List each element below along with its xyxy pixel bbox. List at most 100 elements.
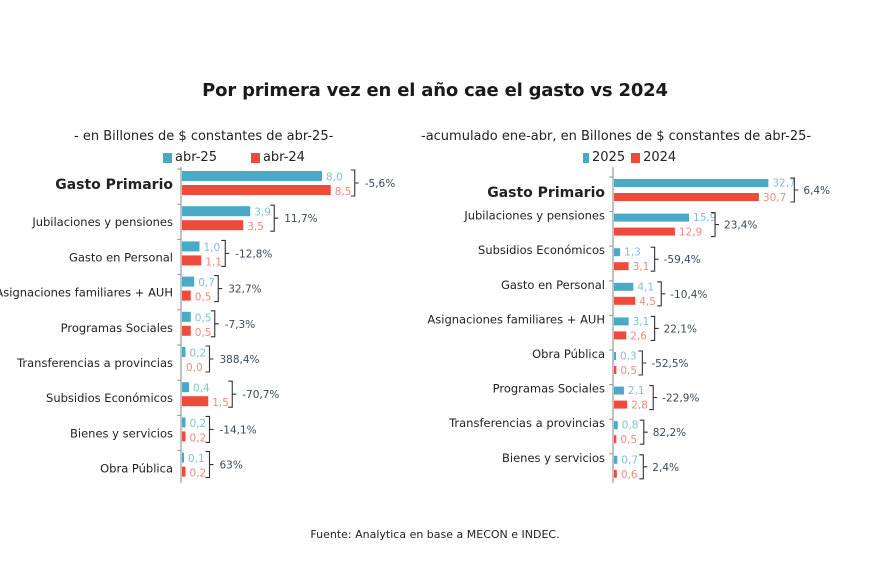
category-label: Bienes y servicios xyxy=(70,426,173,440)
bar-2025 xyxy=(614,317,629,326)
data-label: 1,5 xyxy=(212,397,229,409)
category-label: Jubilaciones y pensiones xyxy=(463,209,605,223)
data-label: 0,2 xyxy=(190,432,207,444)
category-label: Obra Pública xyxy=(100,462,173,476)
bar-abr-24 xyxy=(182,185,331,195)
legend-label: 2024 xyxy=(643,150,677,165)
data-label: 32,7 xyxy=(772,178,795,190)
legend-item-abr-24: abr-24 xyxy=(250,150,305,165)
chart-title: Por primera vez en el año cae el gasto v… xyxy=(202,80,668,101)
legend-item-2025: 2025 xyxy=(583,150,625,165)
category-label: Transferencias a provincias xyxy=(448,416,605,430)
data-label: 0,7 xyxy=(198,277,215,289)
variation-bracket xyxy=(639,454,648,480)
variation-bracket xyxy=(221,239,230,267)
bar-2025 xyxy=(614,282,634,291)
legend-swatch-red xyxy=(631,152,641,163)
legend-label: abr-25 xyxy=(175,150,217,165)
data-label: 0,5 xyxy=(195,312,212,324)
category-label: Gasto Primario xyxy=(487,185,605,201)
data-label: 0,4 xyxy=(193,383,210,395)
variation-bracket xyxy=(270,204,279,232)
variation-bracket xyxy=(638,350,647,376)
data-label: 0,7 xyxy=(621,454,638,466)
bar-2025 xyxy=(614,386,624,395)
data-label: 30,7 xyxy=(763,192,786,204)
category-label: Asignaciones familiares + AUH xyxy=(0,286,173,300)
variation-label: 23,4% xyxy=(724,220,757,232)
right-chart-legend: 2025 2024 xyxy=(583,150,690,165)
data-label: 2,6 xyxy=(630,330,647,342)
bar-2025 xyxy=(614,421,618,430)
variation-bracket xyxy=(350,169,359,197)
data-label: 12,9 xyxy=(679,227,702,239)
data-label: 3,5 xyxy=(247,221,264,233)
bar-2024 xyxy=(614,296,636,305)
data-label: 2,8 xyxy=(631,400,648,412)
variation-label: -70,7% xyxy=(242,389,279,401)
variation-bracket xyxy=(205,345,214,373)
data-label: 15,9 xyxy=(693,212,716,224)
data-label: 0,5 xyxy=(620,434,637,446)
legend-label: 2025 xyxy=(592,150,626,165)
variation-bracket xyxy=(650,315,659,341)
variation-label: 2,4% xyxy=(652,462,679,474)
bar-2025 xyxy=(614,179,769,187)
bar-abr-25 xyxy=(182,276,195,287)
variation-label: 388,4% xyxy=(220,354,260,366)
variation-bracket xyxy=(639,419,648,445)
data-label: 0,2 xyxy=(190,468,207,480)
bar-2024 xyxy=(614,193,759,201)
variation-bracket xyxy=(205,415,214,443)
legend-swatch-red xyxy=(250,152,260,163)
data-label: 1,0 xyxy=(204,242,221,254)
bar-abr-24 xyxy=(182,220,244,231)
bar-2024 xyxy=(614,227,675,236)
variation-label: 63% xyxy=(220,460,243,472)
data-label: 0,8 xyxy=(622,420,639,432)
category-label: Programas Sociales xyxy=(61,321,173,335)
variation-bracket xyxy=(228,380,237,408)
category-label: Gasto en Personal xyxy=(501,278,605,292)
bar-abr-25 xyxy=(182,311,191,322)
variation-bracket xyxy=(650,246,659,272)
data-label: 1,3 xyxy=(624,247,641,259)
bar-abr-25 xyxy=(182,417,186,428)
category-label: Subsidios Económicos xyxy=(478,243,605,257)
bar-abr-24 xyxy=(182,396,209,407)
data-label: 8,5 xyxy=(335,186,352,198)
legend-label: abr-24 xyxy=(262,150,305,165)
variation-bracket xyxy=(711,212,720,238)
data-label: 0,0 xyxy=(186,362,203,374)
category-label: Obra Pública xyxy=(532,347,605,361)
legend-swatch-blue xyxy=(583,152,589,163)
data-label: 0,5 xyxy=(195,327,212,339)
bar-2024 xyxy=(614,435,617,444)
variation-label: -52,5% xyxy=(651,358,688,370)
variation-label: -14,1% xyxy=(220,424,257,436)
left-chart-subtitle: - en Billones de $ constantes de abr-25- xyxy=(74,129,334,144)
legend-item-2024: 2024 xyxy=(631,150,676,165)
variation-label: 22,1% xyxy=(664,323,697,335)
variation-label: -59,4% xyxy=(664,254,701,266)
data-label: 4,1 xyxy=(637,281,654,293)
variation-bracket xyxy=(790,177,799,203)
right-chart: Gasto Primario 32,7 30,7 6,4% Jubilaciones y… xyxy=(427,167,830,483)
bar-abr-25 xyxy=(182,241,200,252)
data-label: 2,1 xyxy=(628,385,645,397)
bar-abr-25 xyxy=(182,382,189,393)
data-label: 8,0 xyxy=(326,172,343,184)
left-chart-legend: abr-25 abr-24 xyxy=(163,150,319,165)
category-label: Gasto en Personal xyxy=(69,250,173,264)
data-label: 0,2 xyxy=(190,348,207,360)
bar-2025 xyxy=(614,455,618,464)
data-label: 0,6 xyxy=(621,469,638,481)
category-label: Transferencias a provincias xyxy=(16,356,173,370)
bar-2024 xyxy=(614,400,628,409)
variation-bracket xyxy=(657,281,666,307)
bar-abr-25 xyxy=(182,171,322,181)
bar-2024 xyxy=(614,469,617,478)
category-label: Bienes y servicios xyxy=(502,451,605,465)
bar-abr-25 xyxy=(182,347,186,357)
